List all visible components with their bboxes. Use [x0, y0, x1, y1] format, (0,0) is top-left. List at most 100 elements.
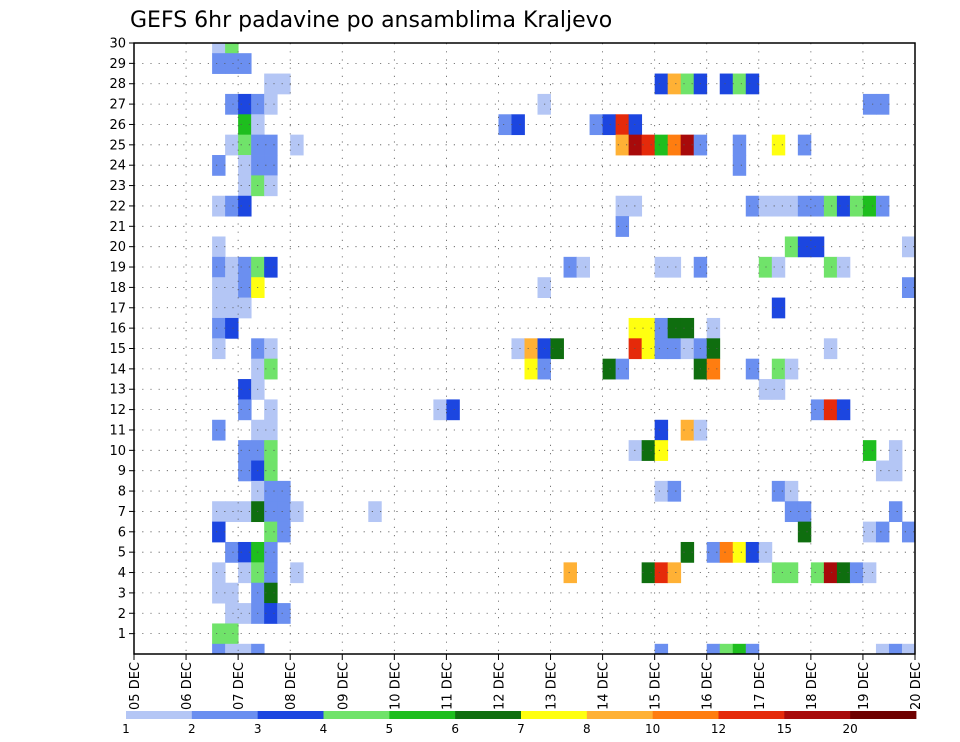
heatmap-cell	[238, 440, 252, 461]
heatmap-cell	[680, 541, 695, 563]
heatmap-cell	[264, 338, 278, 360]
heatmap-cell	[238, 460, 252, 482]
heatmap-cell	[277, 521, 291, 543]
heatmap-cell	[810, 562, 825, 584]
heatmap-cell	[238, 297, 252, 319]
heatmap-cell	[641, 440, 656, 461]
x-tick-label: 20 DEC	[909, 662, 924, 710]
y-tick-label: 16	[109, 322, 126, 337]
heatmap-cell	[745, 195, 760, 217]
heatmap-cell	[602, 114, 617, 136]
heatmap-cell	[654, 317, 669, 339]
heatmap-cell	[290, 562, 304, 584]
heatmap-cell	[238, 643, 252, 655]
heatmap-cell	[368, 501, 382, 523]
colorbar-swatch	[718, 711, 785, 719]
colorbar-label: 4	[320, 722, 328, 736]
heatmap-cell	[238, 53, 252, 74]
colorbar-label: 12	[711, 722, 726, 736]
heatmap-cell	[771, 195, 786, 217]
heatmap-cell	[784, 562, 799, 584]
heatmap-cell	[654, 419, 669, 441]
y-tick-label: 2	[118, 607, 126, 622]
heatmap-cell	[264, 541, 278, 563]
heatmap-cell	[706, 358, 721, 380]
heatmap-cell	[550, 338, 564, 360]
heatmap-cell	[719, 73, 734, 95]
heatmap-cell	[719, 643, 734, 655]
heatmap-cell	[706, 541, 721, 563]
heatmap-cell	[745, 643, 760, 655]
y-tick-label: 12	[109, 403, 126, 418]
heatmap-cell	[238, 379, 252, 400]
heatmap-cell	[225, 501, 239, 523]
heatmap-cell	[667, 256, 682, 278]
heatmap-cell	[212, 338, 226, 360]
heatmap-cell	[771, 562, 786, 584]
heatmap-cell	[797, 521, 812, 543]
heatmap-cell	[225, 643, 239, 655]
x-tick-label: 08 DEC	[284, 662, 299, 710]
y-tick-label: 19	[109, 261, 126, 276]
x-tick-label: 05 DEC	[128, 662, 143, 710]
heatmap-cell	[654, 643, 669, 655]
heatmap-cell	[654, 480, 669, 502]
heatmap-cell	[641, 317, 656, 339]
colorbar-label: 7	[517, 722, 525, 736]
heatmap-cell	[264, 562, 278, 584]
heatmap-cell	[732, 643, 747, 655]
heatmap-cell	[784, 236, 799, 258]
heatmap-cell	[823, 338, 838, 360]
heatmap-cell	[264, 521, 278, 543]
heatmap-cell	[667, 338, 682, 360]
heatmap-cell	[264, 155, 278, 176]
heatmap-cell	[212, 419, 226, 441]
colorbar-swatch	[455, 711, 522, 719]
colorbar-label: 6	[451, 722, 459, 736]
heatmap-cell	[797, 134, 812, 156]
y-tick-label: 4	[118, 566, 126, 581]
heatmap-cell	[225, 317, 239, 339]
heatmap-cell	[238, 501, 252, 523]
heatmap-cell	[212, 317, 226, 339]
colorbar-swatch	[586, 711, 654, 719]
heatmap-cell	[264, 93, 278, 115]
heatmap-cell	[810, 236, 825, 258]
heatmap-cell	[212, 582, 226, 604]
heatmap-cell	[576, 256, 590, 278]
heatmap-cell	[225, 582, 239, 604]
heatmap-cell	[836, 562, 851, 584]
heatmap-cell	[732, 73, 747, 95]
heatmap-cell	[251, 643, 265, 655]
heatmap-cell	[212, 53, 226, 74]
x-tick-label: 17 DEC	[753, 662, 768, 710]
heatmap-cell	[238, 93, 252, 115]
heatmap-cell	[862, 440, 877, 461]
heatmap-cell	[563, 256, 577, 278]
x-tick-label: 16 DEC	[701, 662, 716, 710]
heatmap-cell	[212, 155, 226, 176]
heatmap-cell	[862, 195, 877, 217]
heatmap-cell	[875, 460, 890, 482]
y-tick-label: 1	[118, 627, 126, 642]
heatmap-cell	[212, 643, 226, 655]
heatmap-cell	[225, 43, 239, 54]
x-tick-label: 06 DEC	[180, 662, 195, 710]
colorbar-label: 20	[843, 722, 858, 736]
x-tick-label: 07 DEC	[232, 662, 247, 710]
colorbar-label: 15	[777, 722, 792, 736]
heatmap-cell	[264, 73, 278, 95]
heatmap-cell	[875, 521, 890, 543]
heatmap-cell	[212, 277, 226, 298]
y-tick-label: 22	[109, 199, 126, 214]
heatmap-cell	[654, 562, 669, 584]
heatmap-cell	[810, 399, 825, 421]
heatmap-cell	[238, 603, 252, 624]
colorbar-swatch	[389, 711, 456, 719]
heatmap-cell	[680, 73, 695, 95]
heatmap-cell	[771, 358, 786, 380]
heatmap-cell	[238, 541, 252, 563]
heatmap-cell	[225, 93, 239, 115]
colorbar-label: 3	[254, 722, 262, 736]
heatmap-cell	[264, 501, 278, 523]
